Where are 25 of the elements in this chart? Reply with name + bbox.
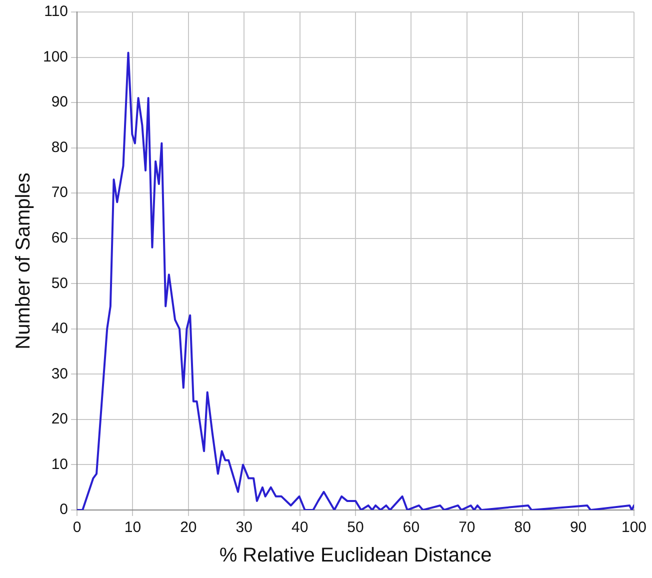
y-tick-label: 10: [51, 456, 68, 473]
x-tick-label: 70: [458, 519, 476, 536]
x-tick-label: 60: [402, 519, 420, 536]
y-tick-label: 90: [51, 94, 68, 111]
y-axis-title: Number of Samples: [12, 172, 35, 350]
y-tick-label: 50: [51, 274, 68, 292]
y-tick-label: 20: [51, 410, 68, 428]
x-tick-label: 90: [570, 519, 587, 536]
x-tick-label: 20: [180, 519, 197, 536]
x-tick-label: 50: [347, 519, 364, 536]
x-axis-title: % Relative Euclidean Distance: [219, 544, 492, 567]
y-tick-label: 80: [51, 138, 68, 156]
x-tick-label: 40: [291, 519, 308, 536]
y-tick-label: 40: [51, 320, 68, 338]
y-tick-label: 100: [42, 48, 68, 66]
x-tick-label: 0: [72, 519, 82, 536]
x-tick-label: 10: [124, 519, 142, 536]
x-tick-label: 100: [621, 519, 647, 536]
y-tick-label: 110: [44, 3, 68, 20]
y-tick-label: 30: [51, 365, 68, 382]
y-tick-label: 70: [51, 184, 68, 202]
y-tick-label: 60: [51, 230, 68, 247]
x-tick-label: 80: [514, 519, 531, 536]
y-tick-label: 0: [60, 501, 68, 518]
x-tick-label: 30: [236, 519, 252, 536]
